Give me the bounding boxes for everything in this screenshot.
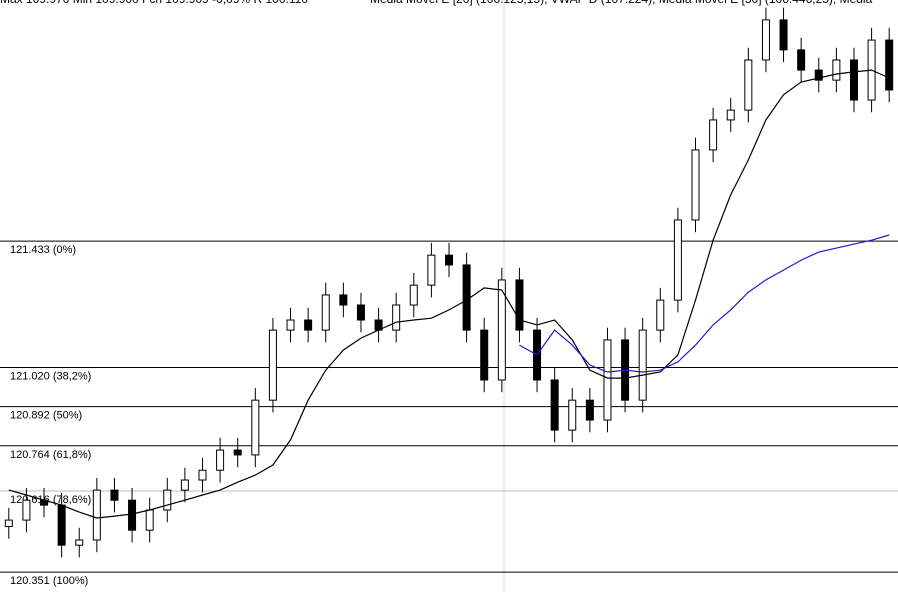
candle-body — [4, 519, 13, 528]
candle-body — [286, 319, 295, 331]
candle-body — [304, 319, 313, 331]
candle-body — [726, 109, 735, 121]
series-line — [519, 234, 890, 373]
candle-body — [321, 294, 330, 331]
candle-body — [92, 489, 101, 541]
candle-body — [251, 399, 260, 456]
candle-body — [233, 449, 242, 456]
candle-body — [409, 284, 418, 306]
candle-body — [568, 399, 577, 431]
header-left: Max 109.970 Min 109.900 Fch 109.909 -0,0… — [0, 0, 308, 6]
candle-body — [268, 329, 277, 401]
candle-body — [656, 299, 665, 331]
candle-body — [797, 49, 806, 71]
candle-body — [849, 59, 858, 101]
level-label: 121.433 (0%) — [10, 244, 76, 256]
candle-body — [145, 509, 154, 531]
candle-body — [515, 279, 524, 331]
level-label: 120.892 (50%) — [10, 410, 82, 422]
candle-body — [356, 304, 365, 321]
candle-body — [75, 539, 84, 546]
level-label: 120.616 (78,6%) — [10, 494, 91, 506]
level-label: 121.020 (38,2%) — [10, 370, 91, 382]
candle-body — [427, 254, 436, 286]
candle-body — [445, 254, 453, 266]
candle-body — [673, 219, 682, 301]
candle-body — [339, 294, 348, 306]
candle-body — [480, 329, 489, 381]
candle-body — [392, 304, 401, 331]
level-label: 120.351 (100%) — [10, 575, 88, 587]
candle-body — [198, 469, 207, 481]
candle-body — [497, 279, 506, 381]
candle-body — [709, 119, 718, 151]
candle-body — [691, 149, 700, 221]
candle-body — [216, 449, 225, 471]
candle-body — [163, 489, 172, 511]
candle-body — [761, 19, 770, 61]
candle-body — [585, 399, 594, 421]
header-right: Media Movel E [20] (106.125,15), VWAP D … — [370, 0, 873, 6]
candle-body — [885, 39, 894, 91]
candle-body — [462, 264, 471, 331]
candle-body — [550, 379, 559, 431]
candle-body — [744, 59, 753, 111]
candle-body — [180, 479, 189, 491]
series-line — [8, 69, 890, 519]
candle-body — [128, 499, 137, 531]
candle-body — [638, 329, 647, 401]
candle-body — [603, 339, 612, 421]
candle-body — [832, 59, 841, 81]
candle-body — [22, 499, 31, 521]
candle-body — [779, 19, 788, 51]
level-label: 120.764 (61,8%) — [10, 449, 91, 461]
candle-body — [57, 504, 66, 546]
candle-body — [814, 69, 823, 81]
candle-body — [110, 489, 119, 501]
